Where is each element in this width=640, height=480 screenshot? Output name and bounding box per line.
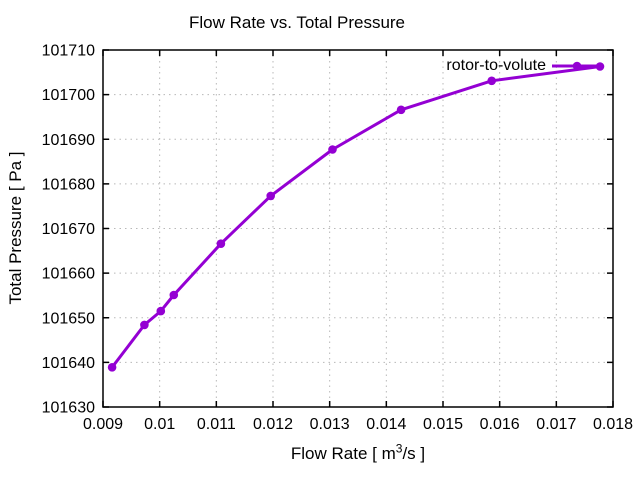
legend-line-sample [552,61,602,71]
legend: rotor-to-volute [446,56,602,76]
y-tick-label: 101660 [42,266,95,283]
data-point-marker [107,363,117,372]
x-tick-label: 0.018 [593,416,633,433]
y-tick-label: 101640 [42,355,95,372]
y-tick-label: 101700 [42,87,95,104]
y-tick-label: 101710 [42,43,95,60]
data-point-marker [169,290,179,300]
y-tick-label: 101680 [42,176,95,193]
y-tick-label: 101670 [42,221,95,238]
plot-border [102,49,614,408]
y-axis-title: Total Pressure [ Pa ] [6,151,25,305]
x-axis-title: Flow Rate [ m3/s ] [290,441,426,463]
x-tick-label: 0.012 [253,416,293,433]
chart-title: Flow Rate vs. Total Pressure [188,13,406,32]
y-tick-label: 101650 [42,310,95,327]
x-tick-label: 0.009 [83,416,123,433]
x-tick-label: 0.011 [197,416,236,433]
y-tick-label: 101630 [42,400,95,417]
y-tick-label: 101690 [42,132,95,149]
series-line [110,65,602,369]
x-tick-label: 0.017 [536,416,576,433]
data-point-marker [216,239,226,248]
data-point-marker [396,105,406,115]
legend-label: rotor-to-volute [446,57,546,74]
x-tick-label: 0.01 [144,416,175,433]
x-tick-label: 0.014 [366,416,406,433]
superscript-3: 3 [395,441,403,456]
x-tick-label: 0.013 [310,416,350,433]
data-point-marker [487,76,497,86]
data-point-marker [140,320,149,330]
legend-marker [572,61,582,71]
x-tick-label: 0.016 [480,416,520,433]
data-point-marker [266,191,276,201]
data-point-marker [156,306,166,316]
x-tick-label: 0.015 [423,416,463,433]
data-point-marker [328,145,337,154]
